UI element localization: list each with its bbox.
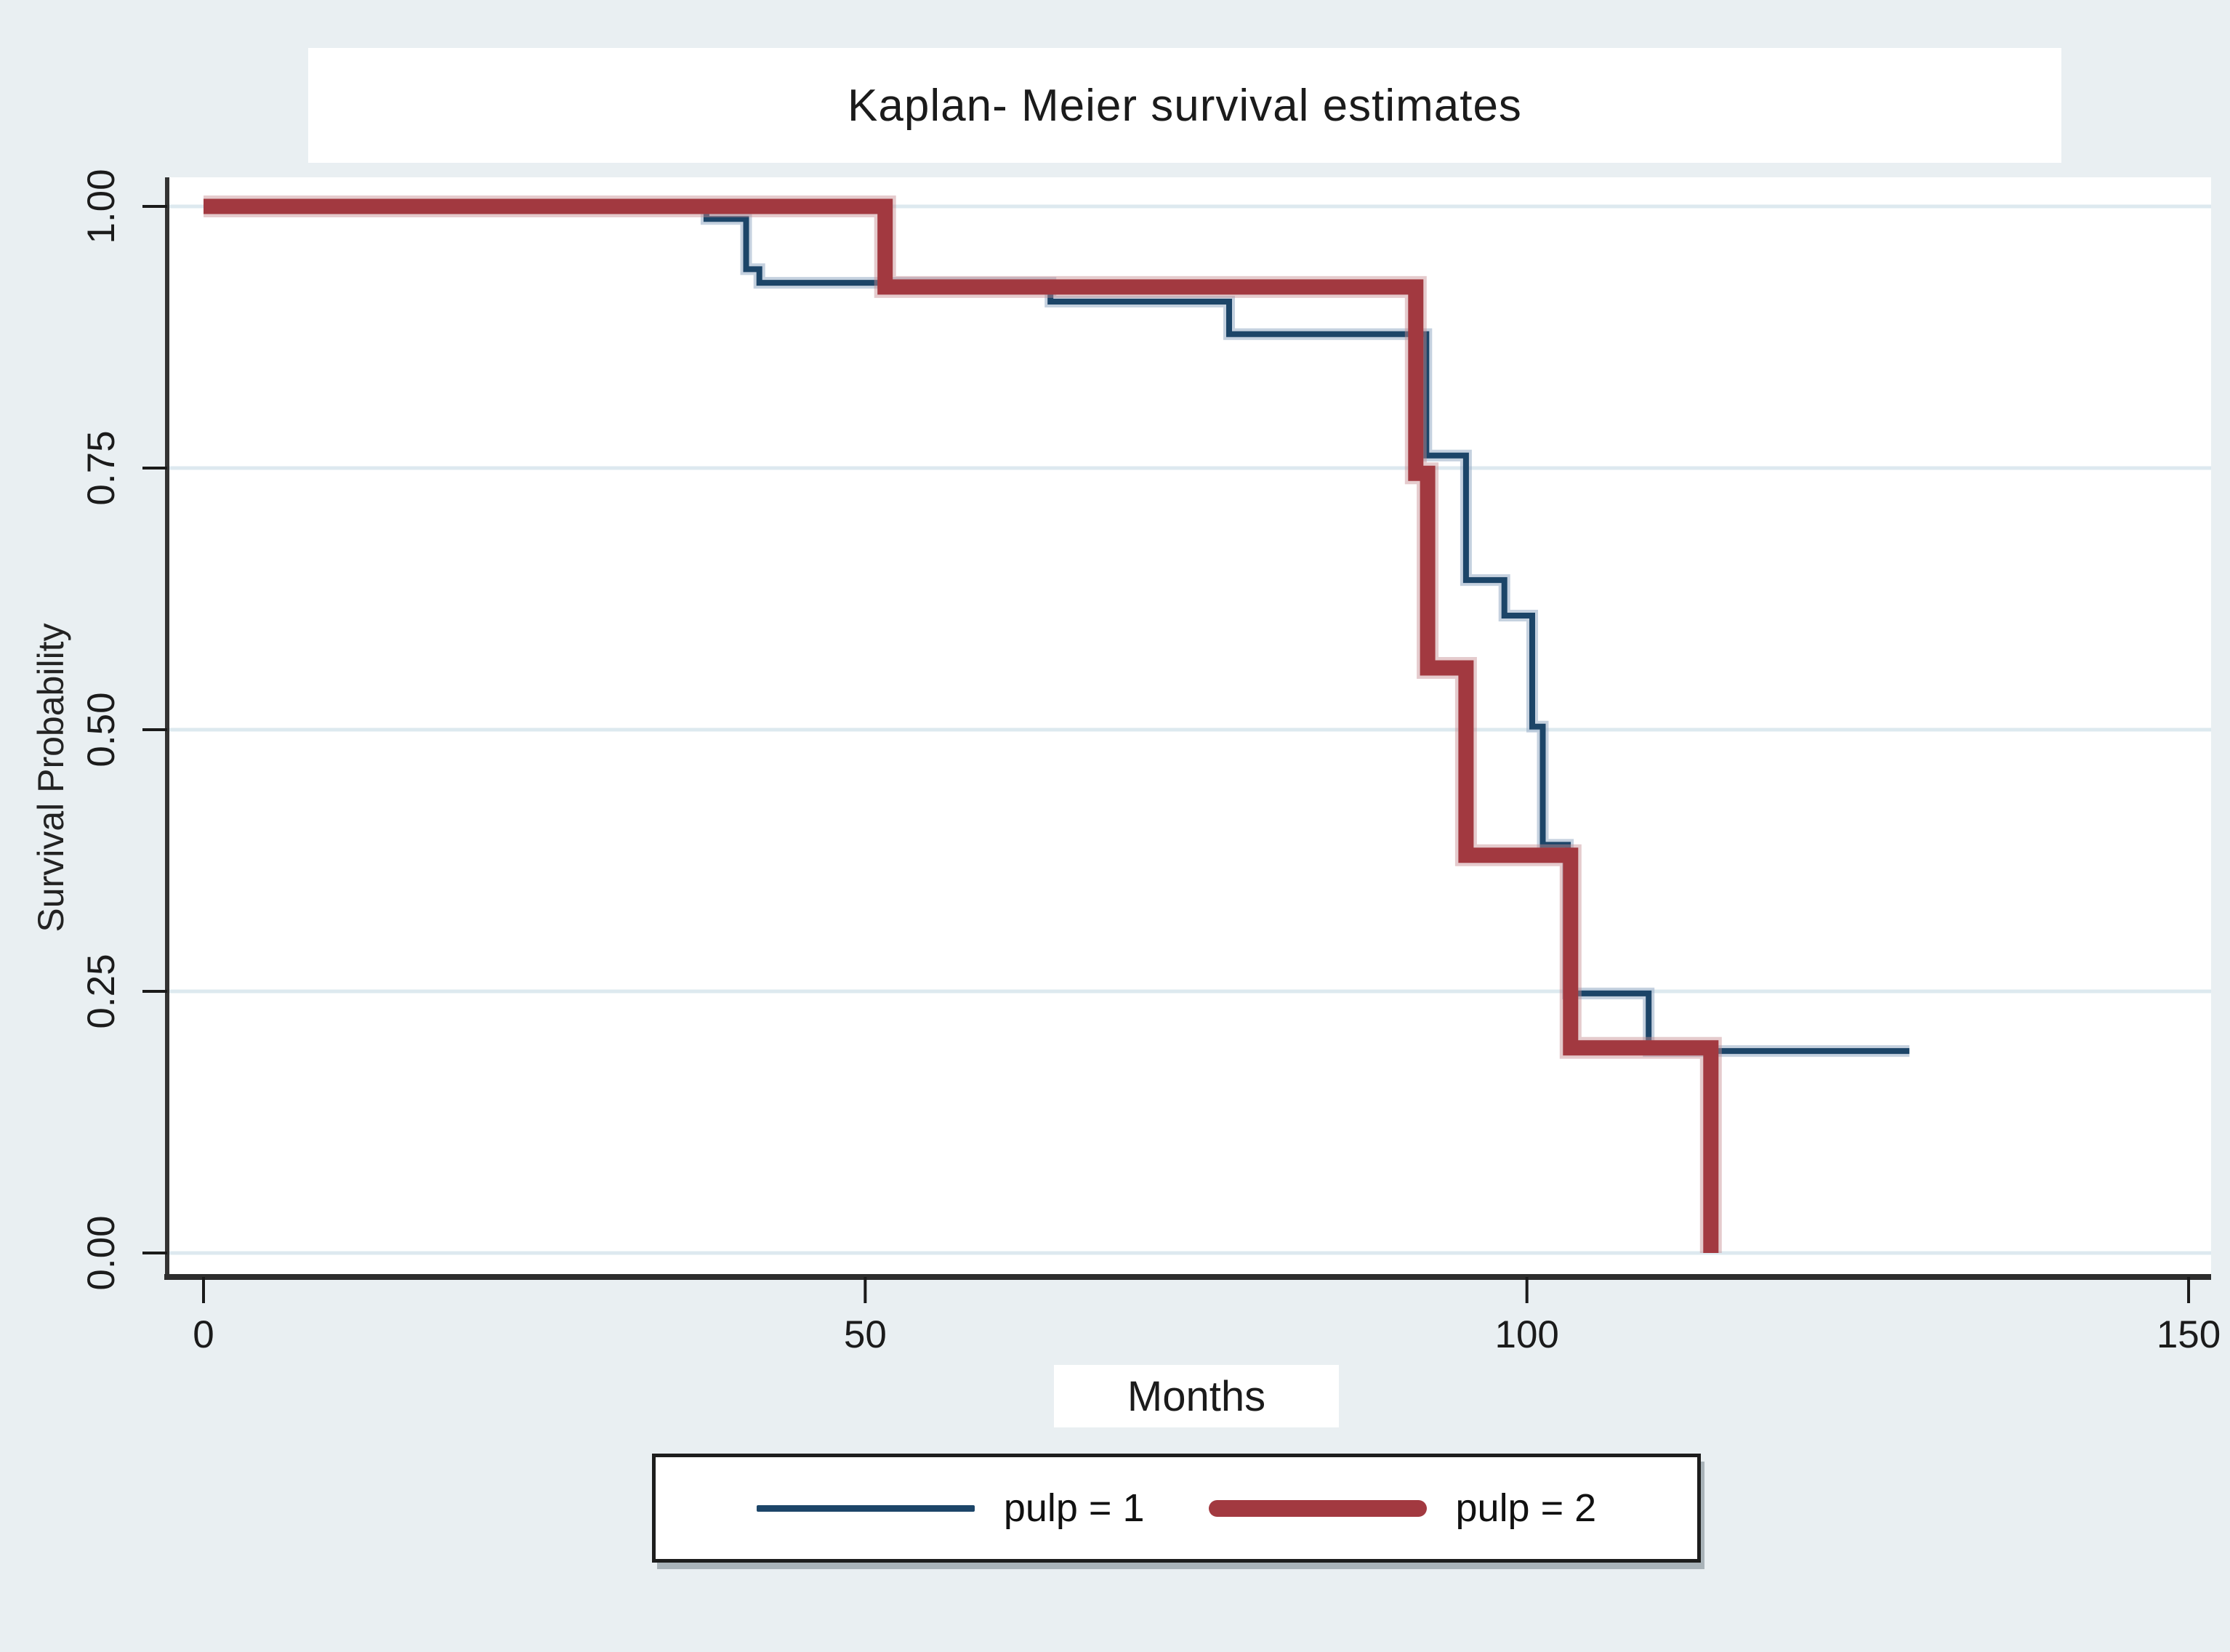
y-axis-title-wrap: Survival Probability bbox=[25, 320, 76, 1236]
y-tick-label-0.50: 0.50 bbox=[80, 692, 123, 767]
curve-pulp1 bbox=[204, 204, 1909, 1055]
y-tick-label-0.75: 0.75 bbox=[80, 430, 123, 506]
x-tick-label-50: 50 bbox=[843, 1313, 887, 1356]
x-tick-label-0: 0 bbox=[193, 1313, 214, 1356]
legend-label-pulp2: pulp = 2 bbox=[1455, 1486, 1597, 1530]
y-tick-label-1.00: 1.00 bbox=[80, 169, 123, 244]
chart-title: Kaplan- Meier survival estimates bbox=[848, 80, 1522, 131]
x-axis-title: Months bbox=[1127, 1372, 1266, 1420]
legend: pulp = 1 pulp = 2 bbox=[652, 1454, 1701, 1563]
y-tick-label-0.25: 0.25 bbox=[80, 954, 123, 1029]
chart-title-band: Kaplan- Meier survival estimates bbox=[308, 48, 2061, 163]
x-tick-label-150: 150 bbox=[2156, 1313, 2221, 1356]
pulp1-line-swatch bbox=[756, 1504, 975, 1512]
plot-area bbox=[167, 177, 2211, 1277]
pulp2-line-swatch bbox=[1208, 1499, 1427, 1517]
y-tick-label-0.00: 0.00 bbox=[80, 1215, 123, 1291]
curve-pulp2 bbox=[204, 198, 1719, 1253]
y-axis-title: Survival Probability bbox=[31, 623, 71, 932]
x-tick-label-100: 100 bbox=[1494, 1313, 1559, 1356]
x-axis-title-band: Months bbox=[1054, 1365, 1339, 1427]
legend-item-pulp2: pulp = 2 bbox=[1208, 1486, 1597, 1531]
legend-label-pulp1: pulp = 1 bbox=[1003, 1486, 1145, 1530]
legend-item-pulp1: pulp = 1 bbox=[756, 1486, 1145, 1531]
